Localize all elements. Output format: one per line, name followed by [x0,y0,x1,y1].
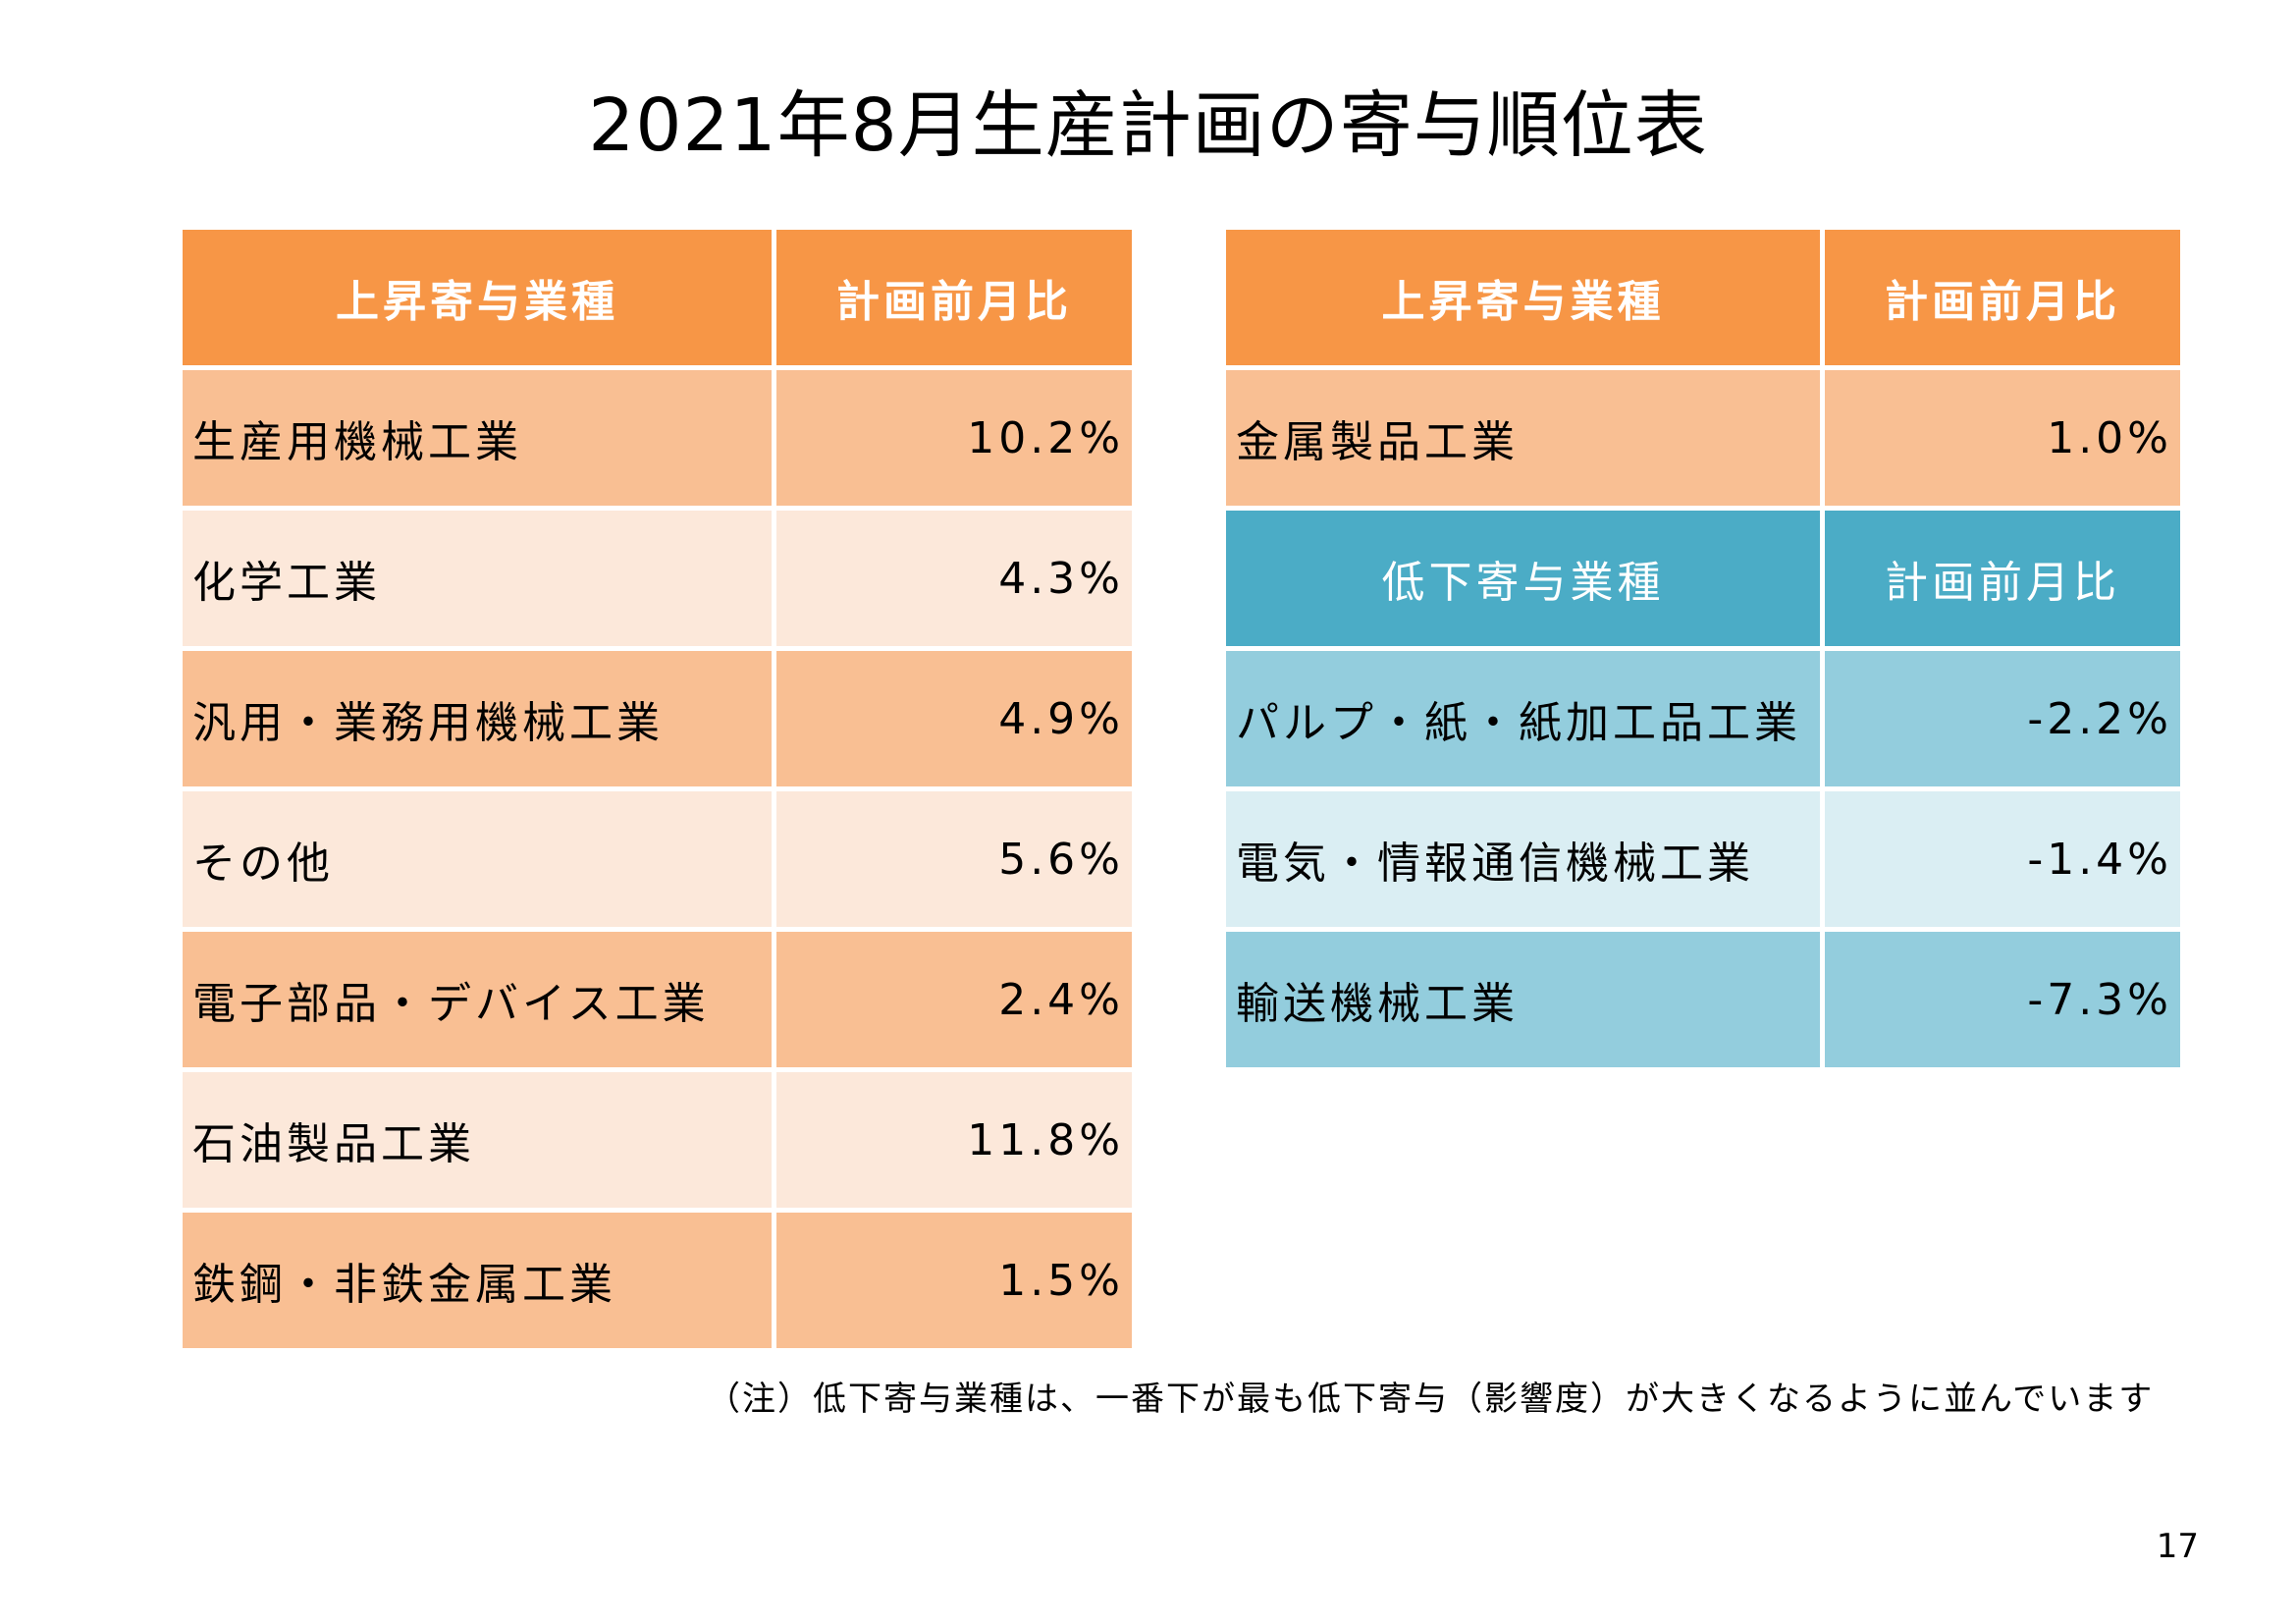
table-row: 電子部品・デバイス工業 2.4% [178,927,1137,1072]
table-row: 輸送機械工業 -7.3% [1221,927,2185,1072]
table-header-row-rising: 上昇寄与業種 計画前月比 [1221,225,2185,370]
table-row: その他 5.6% [178,786,1137,932]
mixed-contribution-table: 上昇寄与業種 計画前月比 金属製品工業 1.0% 低下寄与業種 計画前月比 パル… [1221,225,2185,1072]
column-header-mom-ratio: 計画前月比 [1820,225,2185,370]
column-header-industry: 上昇寄与業種 [178,225,776,370]
mom-ratio-value: 2.4% [772,927,1137,1072]
footnote: （注）低下寄与業種は、一番下が最も低下寄与（影響度）が大きくなるように並んでいま… [707,1380,2155,1419]
industry-name: 輸送機械工業 [1221,927,1825,1072]
mom-ratio-value: -1.4% [1820,786,2185,932]
industry-name: 鉄鋼・非鉄金属工業 [178,1208,776,1353]
table-row: 電気・情報通信機械工業 -1.4% [1221,786,2185,932]
industry-name: パルプ・紙・紙加工品工業 [1221,646,1825,791]
page-title: 2021年8月生産計画の寄与順位表 [588,83,1708,168]
mom-ratio-value: 10.2% [772,365,1137,511]
industry-name: 汎用・業務用機械工業 [178,646,776,791]
mom-ratio-value: 1.0% [1820,365,2185,511]
table-row: 石油製品工業 11.8% [178,1067,1137,1213]
table-row: 鉄鋼・非鉄金属工業 1.5% [178,1208,1137,1353]
table-header-row-declining: 低下寄与業種 計画前月比 [1221,506,2185,651]
column-header-mom-ratio: 計画前月比 [772,225,1137,370]
industry-name: 石油製品工業 [178,1067,776,1213]
column-header-industry-declining: 低下寄与業種 [1221,506,1825,651]
mom-ratio-value: 4.3% [772,506,1137,651]
mom-ratio-value: 1.5% [772,1208,1137,1353]
mom-ratio-value: 5.6% [772,786,1137,932]
industry-name: 生産用機械工業 [178,365,776,511]
column-header-industry: 上昇寄与業種 [1221,225,1825,370]
table-row: 生産用機械工業 10.2% [178,365,1137,511]
table-row: 汎用・業務用機械工業 4.9% [178,646,1137,791]
industry-name: その他 [178,786,776,932]
table-row: 金属製品工業 1.0% [1221,365,2185,511]
industry-name: 電子部品・デバイス工業 [178,927,776,1072]
page-number: 17 [2156,1527,2199,1566]
table-row: 化学工業 4.3% [178,506,1137,651]
mom-ratio-value: -2.2% [1820,646,2185,791]
column-header-mom-ratio-declining: 計画前月比 [1820,506,2185,651]
table-row: パルプ・紙・紙加工品工業 -2.2% [1221,646,2185,791]
table-header-row: 上昇寄与業種 計画前月比 [178,225,1137,370]
mom-ratio-value: 11.8% [772,1067,1137,1213]
mom-ratio-value: 4.9% [772,646,1137,791]
industry-name: 化学工業 [178,506,776,651]
industry-name: 電気・情報通信機械工業 [1221,786,1825,932]
rising-contribution-table: 上昇寄与業種 計画前月比 生産用機械工業 10.2% 化学工業 4.3% 汎用・… [178,225,1137,1353]
industry-name: 金属製品工業 [1221,365,1825,511]
mom-ratio-value: -7.3% [1820,927,2185,1072]
